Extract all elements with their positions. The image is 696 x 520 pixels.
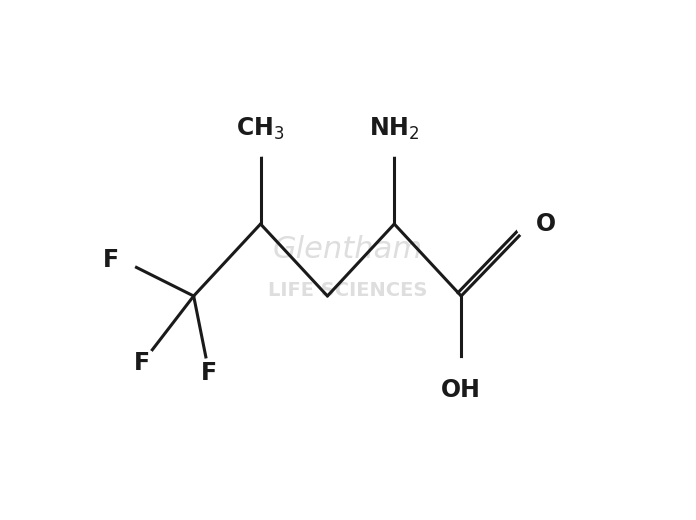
Circle shape [447,359,475,387]
Circle shape [195,359,223,387]
Text: CH$_3$: CH$_3$ [237,115,285,141]
Text: OH: OH [441,379,481,402]
Text: O: O [536,212,556,236]
Circle shape [516,210,545,238]
Text: Glentham: Glentham [273,235,423,264]
Text: F: F [134,351,150,375]
Text: NH$_2$: NH$_2$ [370,115,419,141]
Text: F: F [201,361,217,385]
Circle shape [128,348,157,378]
Circle shape [246,127,275,156]
Circle shape [380,127,409,156]
Text: F: F [103,248,119,272]
Text: LIFE SCIENCES: LIFE SCIENCES [269,281,427,301]
Circle shape [107,245,136,275]
